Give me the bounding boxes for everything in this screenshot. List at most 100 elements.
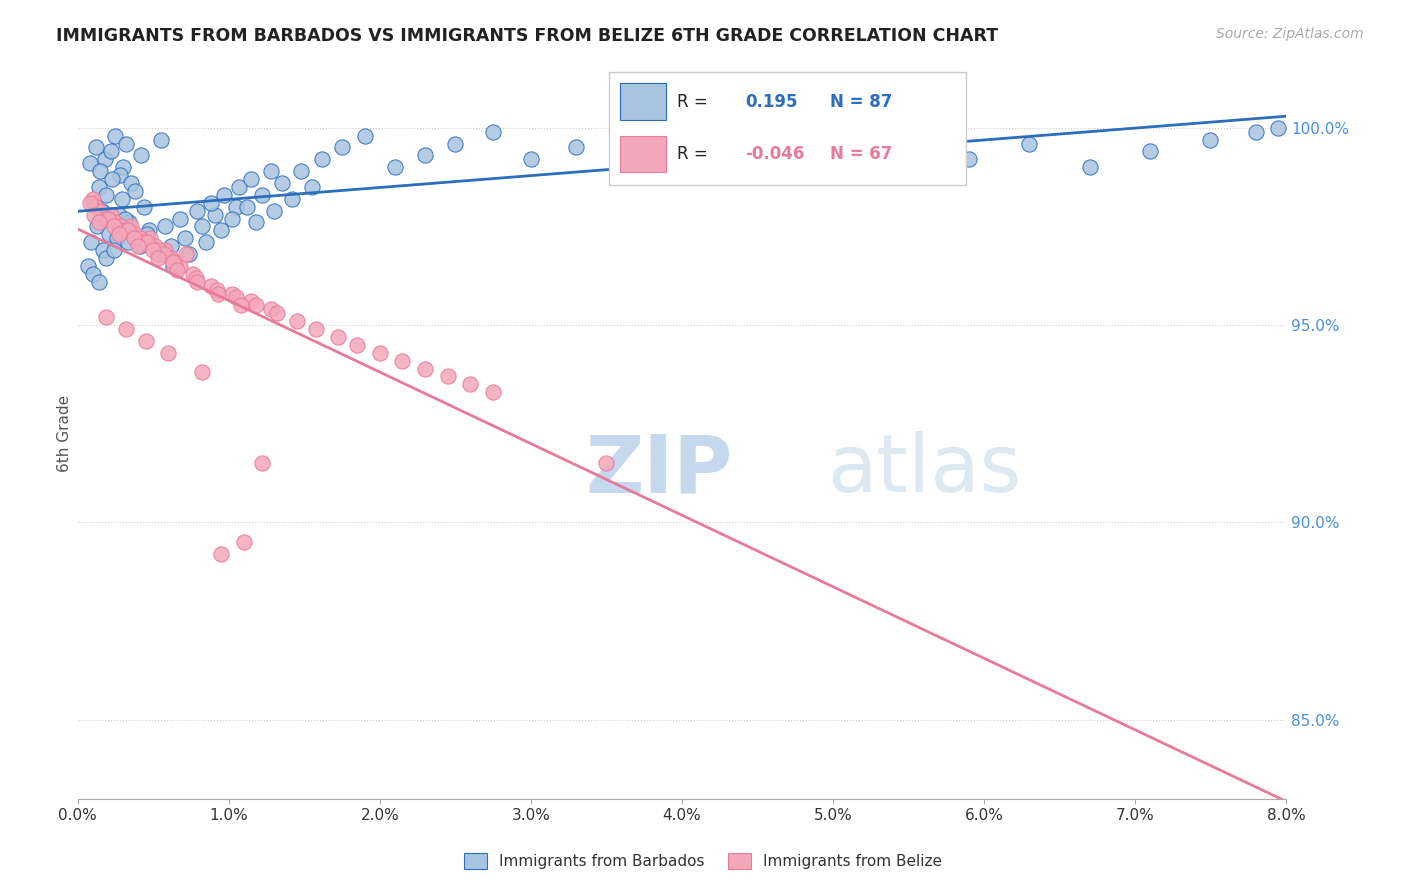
Point [228, 180, 250, 194]
Point [148, 243, 170, 257]
Point [290, 164, 312, 178]
Point [153, 247, 176, 261]
Point [108, 219, 131, 234]
Point [186, 203, 208, 218]
Point [444, 136, 467, 151]
Point [155, 219, 177, 234]
Point [155, 243, 177, 257]
Point [96, 251, 118, 265]
Point [482, 125, 505, 139]
Point [108, 168, 131, 182]
Point [103, 219, 125, 234]
Point [90, 203, 112, 218]
Point [565, 140, 588, 154]
Point [1139, 145, 1161, 159]
Point [139, 231, 162, 245]
Point [368, 345, 391, 359]
Point [353, 128, 375, 143]
Point [122, 231, 145, 245]
Point [77, 259, 100, 273]
Point [134, 235, 156, 250]
Point [520, 153, 543, 167]
Point [94, 153, 117, 167]
Point [221, 211, 243, 226]
Point [84, 200, 107, 214]
Point [82, 192, 104, 206]
Point [1018, 136, 1040, 151]
Point [250, 187, 273, 202]
Point [100, 208, 122, 222]
Point [190, 219, 212, 234]
Point [186, 275, 208, 289]
Point [112, 160, 135, 174]
Point [96, 187, 118, 202]
Point [207, 286, 229, 301]
Point [610, 128, 633, 143]
Point [82, 267, 104, 281]
Point [174, 231, 197, 245]
Point [179, 247, 201, 261]
Point [87, 180, 110, 194]
Point [146, 251, 169, 265]
Point [160, 239, 183, 253]
Point [285, 314, 308, 328]
Point [655, 160, 678, 174]
Point [117, 223, 139, 237]
Point [128, 231, 150, 245]
Point [86, 219, 108, 234]
Point [957, 153, 980, 167]
Point [94, 211, 117, 226]
Point [169, 259, 191, 273]
Point [195, 235, 218, 250]
Point [266, 306, 288, 320]
Text: ZIP: ZIP [585, 431, 733, 509]
Text: IMMIGRANTS FROM BARBADOS VS IMMIGRANTS FROM BELIZE 6TH GRADE CORRELATION CHART: IMMIGRANTS FROM BARBADOS VS IMMIGRANTS F… [56, 27, 998, 45]
Point [384, 160, 406, 174]
Point [413, 361, 436, 376]
Point [79, 156, 101, 170]
Point [98, 227, 121, 242]
Point [229, 298, 252, 312]
Point [225, 200, 247, 214]
Point [1244, 125, 1267, 139]
Point [129, 148, 152, 162]
Point [84, 140, 107, 154]
Point [80, 235, 103, 250]
Point [103, 243, 125, 257]
Point [160, 251, 183, 265]
Text: atlas: atlas [827, 431, 1021, 509]
Point [1199, 132, 1222, 146]
Point [114, 223, 136, 237]
Point [110, 192, 132, 206]
Point [83, 195, 105, 210]
Point [135, 334, 157, 348]
Point [250, 456, 273, 470]
Point [1267, 120, 1289, 135]
Point [83, 208, 105, 222]
Point [120, 176, 142, 190]
Point [221, 286, 243, 301]
Point [114, 211, 136, 226]
Point [142, 243, 165, 257]
Point [96, 310, 118, 325]
Point [204, 208, 226, 222]
Point [184, 270, 207, 285]
Point [120, 219, 142, 234]
Point [146, 247, 169, 261]
Point [134, 200, 156, 214]
Point [117, 235, 139, 250]
Point [101, 172, 124, 186]
Point [1078, 160, 1101, 174]
Point [124, 184, 146, 198]
Point [236, 200, 259, 214]
Point [100, 145, 122, 159]
Point [595, 456, 617, 470]
Point [165, 255, 187, 269]
Point [136, 235, 159, 250]
Point [190, 366, 212, 380]
Point [181, 267, 204, 281]
Point [118, 215, 141, 229]
Point [107, 208, 129, 222]
Point [482, 385, 505, 400]
Point [87, 275, 110, 289]
